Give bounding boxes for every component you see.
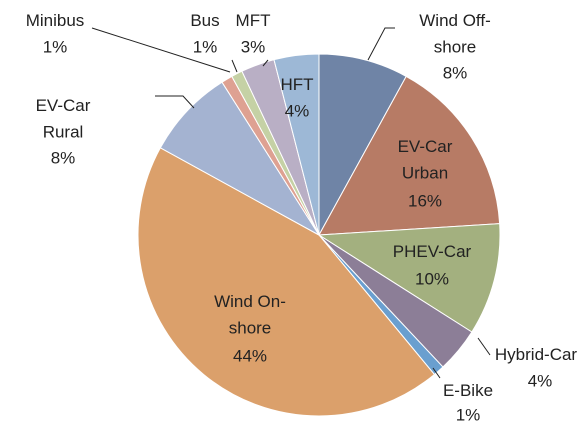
- category-label: PHEV-Car: [393, 242, 472, 261]
- value-label: 3%: [241, 37, 266, 56]
- pie-slice: [159, 81, 320, 236]
- value-label: 16%: [408, 191, 442, 210]
- value-label: 44%: [233, 346, 267, 365]
- leader-line: [155, 95, 195, 109]
- leader-line: [432, 367, 441, 379]
- leader-line: [367, 27, 395, 61]
- category-label: Hybrid-Car: [495, 345, 578, 364]
- category-label: HFT: [280, 75, 313, 94]
- category-label: MFT: [236, 11, 271, 30]
- value-label: 10%: [415, 269, 449, 288]
- category-label: E-Bike: [443, 381, 493, 400]
- category-label: EV-Car Rural: [36, 96, 91, 142]
- pie-slice: [318, 53, 407, 236]
- value-label: 4%: [285, 101, 310, 120]
- category-label: Wind Off-shore: [419, 11, 490, 57]
- pie-slice: [318, 75, 501, 236]
- leader-line: [91, 27, 231, 73]
- leader-line: [231, 59, 238, 73]
- leader-line: [477, 337, 491, 356]
- value-label: 4%: [528, 371, 553, 390]
- category-label: EV-Car Urban: [398, 137, 453, 183]
- pie-slice: [317, 223, 501, 333]
- value-label: 1%: [193, 37, 218, 56]
- category-label: Wind On-shore: [214, 292, 286, 338]
- leader-line: [262, 59, 269, 67]
- category-label: Bus: [190, 11, 219, 30]
- value-label: 1%: [456, 405, 481, 423]
- pie-slice: [273, 53, 320, 236]
- pie-slice: [137, 147, 436, 417]
- value-label: 8%: [51, 148, 76, 167]
- value-label: 8%: [443, 63, 468, 82]
- category-label: Minibus: [26, 11, 85, 30]
- value-label: 1%: [43, 37, 68, 56]
